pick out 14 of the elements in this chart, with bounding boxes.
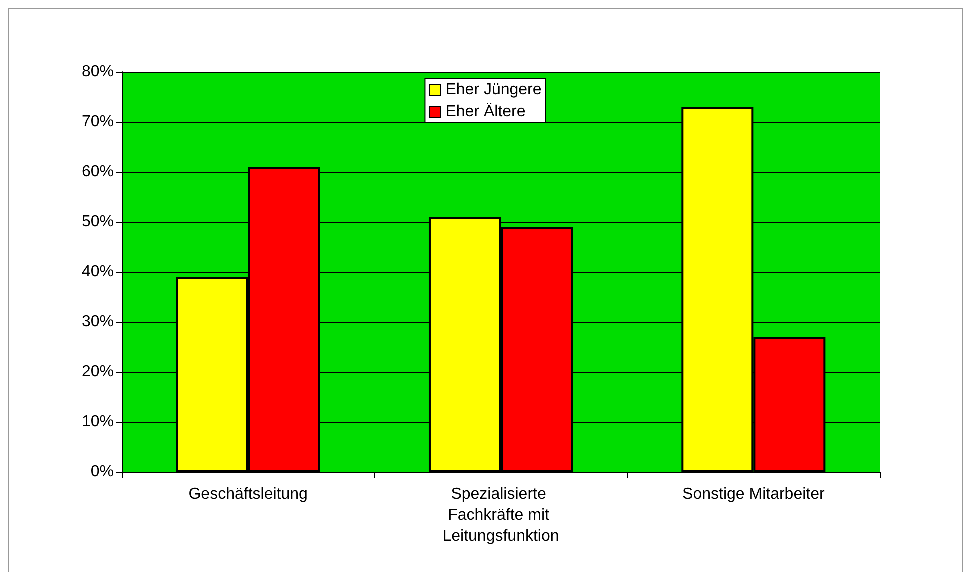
- legend-label: Eher Jüngere: [446, 82, 542, 98]
- y-tick-label: 30%: [82, 314, 114, 330]
- y-tick-label: 80%: [82, 64, 114, 80]
- x-tick-label: Sonstige Mitarbeiter: [682, 486, 826, 503]
- y-tick-label: 20%: [82, 364, 114, 380]
- y-tick-label: 50%: [82, 214, 114, 230]
- x-tick-label: Geschäftsleitung: [188, 486, 308, 503]
- legend-label: Eher Ältere: [446, 102, 526, 120]
- y-tick-label: 70%: [82, 114, 114, 130]
- y-tick-label: 10%: [82, 414, 114, 430]
- y-tick-label: 0%: [90, 464, 114, 480]
- y-tick-label: 60%: [82, 164, 114, 180]
- y-tick-label: 40%: [82, 264, 114, 280]
- x-tick-label: Spezialisierte Fachkräfte mit Leitungsfunktion: [442, 486, 560, 545]
